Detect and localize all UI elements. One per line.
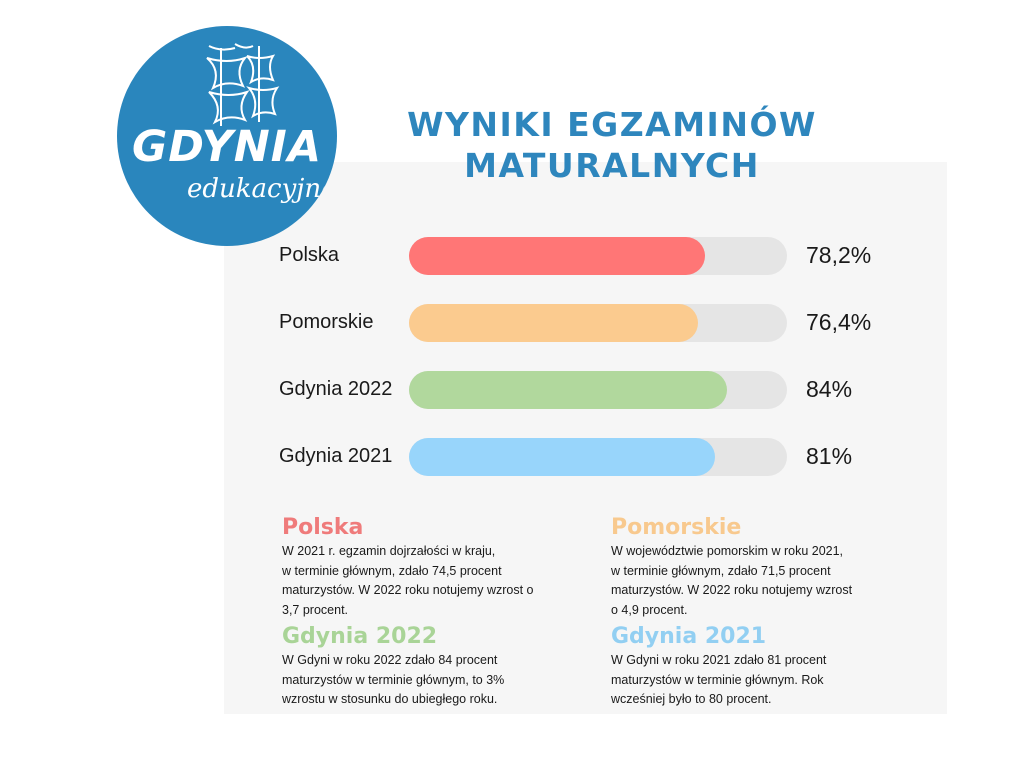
bar [409, 304, 698, 342]
note-line: 3,7 procent. [282, 602, 349, 617]
title-line-1: WYNIKI EGZAMINÓW [407, 105, 817, 144]
bar-track [409, 304, 787, 342]
note-text: W Gdyni w roku 2021 zdało 81 procent matu… [611, 651, 921, 710]
bar-label: Pomorskie [279, 311, 374, 333]
note-text: W 2021 r. egzamin dojrzałości w kraju, w … [282, 542, 592, 620]
bar-row: Gdynia 2021 81% [0, 438, 1024, 476]
note-line: maturzystów w terminie głównym. Rok [611, 672, 824, 687]
bar-value-label: 84% [806, 376, 853, 402]
bar-track [409, 237, 787, 275]
note-heading: Gdynia 2022 [282, 624, 438, 649]
bar-value-label: 78,2% [806, 242, 872, 268]
note-line: W Gdyni w roku 2022 zdało 84 procent [282, 653, 498, 667]
note-line: W 2021 r. egzamin dojrzałości w kraju, [282, 544, 496, 558]
note-heading: Gdynia 2021 [611, 624, 767, 649]
bar-track [409, 371, 787, 409]
logo-main-text: GDYNIA [131, 122, 323, 172]
note-line: maturzystów w terminie głównym, to 3% [282, 672, 505, 687]
note-line: wcześniej było to 80 procent. [611, 692, 772, 706]
note-line: wzrostu w stosunku do ubiegłego roku. [282, 692, 498, 706]
note-line: maturzystów. W 2022 roku notujemy wzrost [611, 583, 853, 597]
note-heading: Pomorskie [611, 515, 742, 540]
bar [409, 371, 727, 409]
bar-label: Gdynia 2022 [279, 378, 393, 400]
note-text: W Gdyni w roku 2022 zdało 84 procent matu… [282, 651, 592, 710]
note-block: Gdynia 2022 W Gdyni w roku 2022 zdało 84 … [282, 623, 592, 710]
note-block: Pomorskie W województwie pomorskim w roku… [611, 514, 921, 620]
note-line: w terminie głównym, zdało 71,5 procent [611, 563, 831, 578]
note-line: W województwie pomorskim w roku 2021, [611, 544, 844, 558]
page-title: WYNIKI EGZAMINÓW MATURALNYCH [370, 104, 854, 186]
bar-row: Pomorskie 76,4% [0, 304, 1024, 342]
note-line: o 4,9 procent. [611, 602, 688, 617]
note-line: maturzystów. W 2022 roku notujemy wzrost… [282, 583, 534, 597]
note-text: W województwie pomorskim w roku 2021, w t… [611, 542, 921, 620]
bar-row: Gdynia 2022 84% [0, 371, 1024, 409]
note-line: w terminie głównym, zdało 74,5 procent [282, 563, 502, 578]
gdynia-edukacyjna-logo: GDYNIA edukacyjna [117, 26, 337, 246]
note-block: Polska W 2021 r. egzamin dojrzałości w kr… [282, 514, 592, 620]
title-line-2: MATURALNYCH [464, 146, 760, 185]
bar-label: Gdynia 2021 [279, 445, 393, 467]
bar-value-label: 76,4% [806, 309, 872, 335]
bar-track [409, 438, 787, 476]
sailing-ship-icon [206, 43, 280, 126]
note-block: Gdynia 2021 W Gdyni w roku 2021 zdało 81 … [611, 623, 921, 710]
bar-label: Polska [279, 244, 340, 266]
bar-row: Polska 78,2% [0, 237, 1024, 275]
note-line: W Gdyni w roku 2021 zdało 81 procent [611, 653, 827, 667]
bar [409, 438, 716, 476]
logo-sub-text: edukacyjna [187, 174, 337, 204]
bar-value-label: 81% [806, 443, 853, 469]
bar [409, 237, 705, 275]
note-heading: Polska [282, 515, 364, 540]
